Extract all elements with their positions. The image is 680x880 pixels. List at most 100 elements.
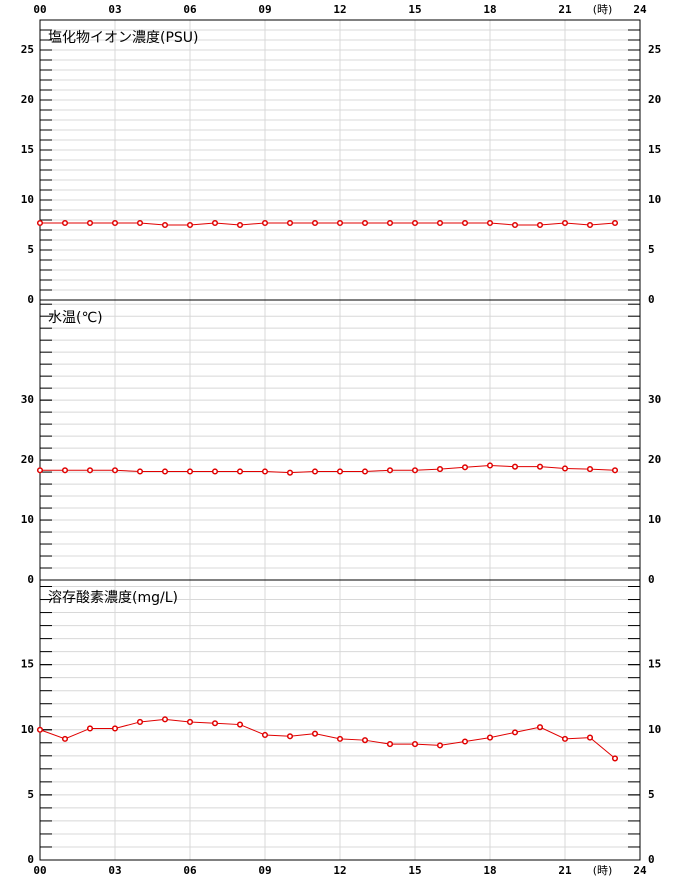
data-point: [486, 734, 494, 741]
y2-tick-label: 10: [648, 193, 661, 206]
data-point: [211, 219, 219, 227]
data-point: [211, 468, 219, 475]
data-point: [86, 725, 94, 732]
x-tick-label: 09: [258, 864, 271, 877]
x-tick-label: 00: [33, 864, 46, 877]
data-point: [61, 219, 69, 227]
x-tick-label: 00: [33, 3, 46, 16]
data-point: [61, 467, 69, 474]
y2-tick-label: 5: [648, 788, 655, 801]
y2-tick-label: 0: [648, 293, 655, 306]
data-point: [286, 219, 294, 227]
y2-tick-label: 15: [648, 658, 661, 671]
data-point: [61, 735, 69, 742]
data-point: [161, 468, 169, 475]
y2-tick-label: 20: [648, 453, 661, 466]
data-point: [411, 219, 419, 227]
x-tick-label: 24: [633, 864, 647, 877]
data-point: [561, 735, 569, 742]
data-point: [36, 726, 44, 733]
y-tick-label: 10: [21, 723, 34, 736]
data-point: [611, 755, 619, 762]
data-point: [436, 219, 444, 227]
x-axis-unit: (時): [593, 3, 613, 16]
data-point: [186, 468, 194, 475]
y-tick-label: 15: [21, 143, 34, 156]
x-tick-label: 03: [108, 3, 121, 16]
x-tick-label: 06: [183, 3, 197, 16]
data-point: [611, 467, 619, 474]
data-line: [39, 718, 616, 759]
data-point: [361, 219, 369, 227]
data-point: [236, 221, 244, 229]
data-point: [361, 468, 369, 475]
panel-title: 塩化物イオン濃度(PSU): [48, 30, 199, 46]
data-point: [611, 219, 619, 227]
y-tick-label: 5: [27, 788, 34, 801]
data-point: [336, 735, 344, 742]
data-point: [86, 219, 94, 227]
x-axis-unit: (時): [593, 864, 613, 877]
data-point: [486, 219, 494, 227]
data-line: [40, 464, 616, 474]
data-point: [136, 219, 144, 227]
y-tick-label: 25: [21, 43, 34, 56]
x-tick-label: 18: [483, 3, 496, 16]
data-point: [136, 468, 144, 475]
y-tick-label: 5: [27, 243, 34, 256]
data-point: [311, 730, 319, 737]
data-point: [311, 219, 319, 227]
y2-tick-label: 0: [648, 853, 655, 866]
x-tick-label: 12: [333, 864, 346, 877]
y-tick-label: 10: [21, 193, 34, 206]
y2-tick-label: 0: [648, 573, 655, 586]
x-tick-label: 12: [333, 3, 346, 16]
data-point: [286, 469, 294, 476]
data-point: [561, 219, 569, 227]
data-point: [236, 468, 244, 475]
x-tick-label: 21: [558, 864, 572, 877]
y2-tick-label: 10: [648, 723, 661, 736]
data-point: [586, 734, 594, 741]
y2-tick-label: 5: [648, 243, 655, 256]
data-point: [586, 466, 594, 473]
y-tick-label: 30: [21, 393, 34, 406]
data-point: [461, 464, 469, 471]
data-point: [111, 725, 119, 732]
data-point: [411, 467, 419, 474]
data-point: [511, 729, 519, 736]
x-tick-label: 09: [258, 3, 271, 16]
y-tick-label: 20: [21, 93, 34, 106]
data-point: [186, 718, 194, 726]
x-tick-label: 21: [558, 3, 572, 16]
y-tick-label: 0: [27, 293, 34, 306]
data-point: [411, 741, 419, 748]
y2-tick-label: 30: [648, 393, 661, 406]
data-point: [136, 718, 144, 726]
x-tick-label: 18: [483, 864, 496, 877]
data-point: [536, 221, 544, 229]
y-tick-label: 0: [27, 853, 34, 866]
data-point: [436, 742, 444, 749]
y-tick-label: 15: [21, 658, 34, 671]
data-point: [336, 219, 344, 227]
panel-title: 溶存酸素濃度(mg/L): [48, 590, 178, 606]
data-point: [111, 467, 119, 474]
data-point: [236, 721, 244, 728]
data-point: [361, 737, 369, 744]
data-point: [561, 465, 569, 472]
data-point: [336, 468, 344, 475]
data-point: [461, 738, 469, 745]
panel-frame: [39, 579, 641, 861]
data-point: [261, 468, 269, 475]
data-point: [386, 467, 394, 474]
x-tick-label: 15: [408, 864, 421, 877]
data-point: [511, 221, 519, 229]
y2-tick-label: 20: [648, 93, 661, 106]
data-point: [436, 466, 444, 473]
data-point: [36, 219, 44, 227]
data-point: [111, 219, 119, 227]
y-tick-label: 10: [21, 513, 34, 526]
x-tick-label: 24: [633, 3, 647, 16]
